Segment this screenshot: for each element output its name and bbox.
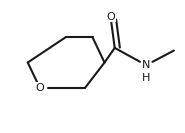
Text: H: H <box>142 73 150 83</box>
Text: O: O <box>35 83 44 93</box>
Text: O: O <box>107 12 115 22</box>
Text: N: N <box>142 60 150 70</box>
